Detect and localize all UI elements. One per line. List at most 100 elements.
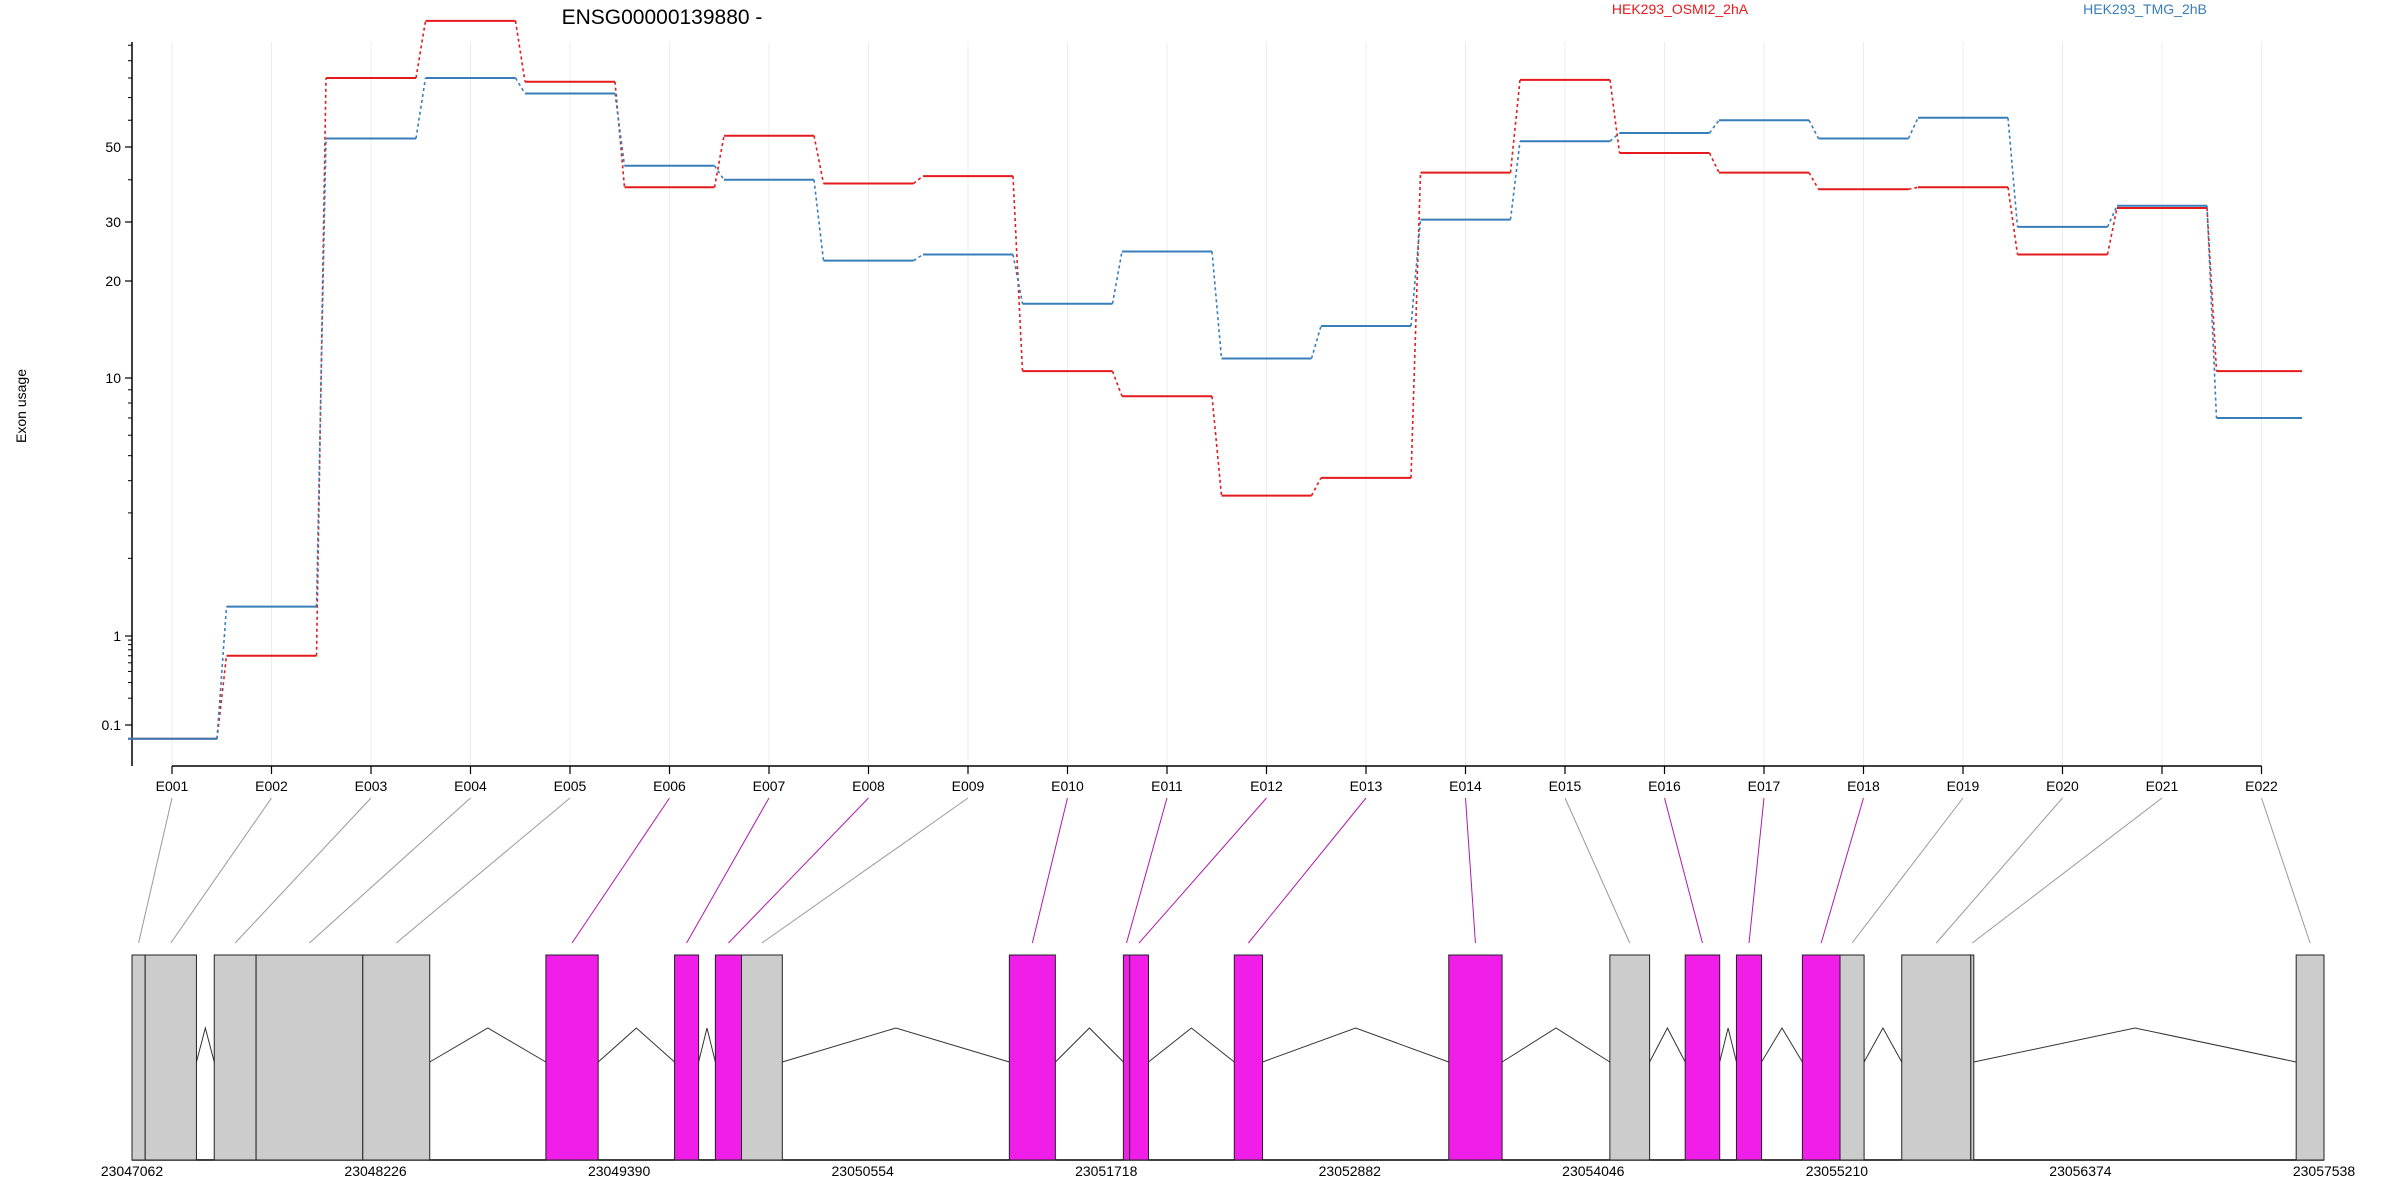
exon-box-E021 xyxy=(1970,954,1975,1161)
exon-box-E010 xyxy=(1008,954,1056,1161)
connector-E015 xyxy=(1609,79,1621,154)
connector-E013 xyxy=(1410,219,1422,327)
y-tick-label: 50 xyxy=(105,139,121,155)
connector-E005 xyxy=(614,93,626,166)
y-tick-label: 1 xyxy=(113,628,121,644)
connector-E002 xyxy=(315,138,327,607)
connector-E017 xyxy=(1808,119,1820,139)
x-tick-label-E016: E016 xyxy=(1648,778,1681,794)
connector-E018 xyxy=(1908,186,1919,191)
connector-E014 xyxy=(1509,141,1521,220)
series-lines xyxy=(128,19,2302,740)
y-tick-label: 0.1 xyxy=(102,717,122,733)
x-tick-label-E012: E012 xyxy=(1250,778,1283,794)
connector-E006 xyxy=(713,165,725,181)
exon-link-E004 xyxy=(309,797,471,944)
exon-box-E012 xyxy=(1129,954,1149,1161)
connector-E003 xyxy=(415,77,427,139)
intron-E002 xyxy=(195,1026,215,1063)
x-tick-label-E001: E001 xyxy=(156,778,189,794)
x-tick-label-E017: E017 xyxy=(1748,778,1781,794)
gridlines xyxy=(171,42,2262,766)
exon-link-E019 xyxy=(1851,797,1964,944)
exon-box-E014 xyxy=(1448,954,1503,1161)
intron-E015 xyxy=(1649,1026,1686,1063)
genomic-tick-label: 23048226 xyxy=(344,1163,407,1179)
intron-E013 xyxy=(1262,1027,1449,1063)
x-tick-label-E008: E008 xyxy=(852,778,885,794)
intron-E005 xyxy=(429,1027,547,1063)
intron-E009 xyxy=(782,1027,1010,1063)
connector-E015 xyxy=(1609,132,1621,142)
x-tick-label-E007: E007 xyxy=(753,778,786,794)
genomic-tick-label: 23050554 xyxy=(832,1163,895,1179)
exon-link-E013 xyxy=(1248,797,1367,944)
connector-E008 xyxy=(913,253,924,262)
exon-link-E012 xyxy=(1138,797,1267,944)
connector-E020 xyxy=(2106,205,2118,228)
x-tick-label-E009: E009 xyxy=(952,778,985,794)
intron-E007 xyxy=(698,1027,716,1063)
exon-link-E005 xyxy=(395,797,571,944)
intron-E012 xyxy=(1148,1027,1235,1063)
series-tmg xyxy=(128,76,2302,740)
intron-E019 xyxy=(1863,1026,1903,1063)
x-tick-label-E014: E014 xyxy=(1449,778,1482,794)
connector-E007 xyxy=(813,179,825,261)
legend-label-osmi2: HEK293_OSMI2_2hA xyxy=(1612,1,1749,17)
exon-link-E021 xyxy=(1971,797,2163,944)
series-osmi2 xyxy=(128,19,2302,740)
x-tick-label-E013: E013 xyxy=(1350,778,1383,794)
connector-E020 xyxy=(2106,207,2118,255)
x-tick-label-E015: E015 xyxy=(1549,778,1582,794)
y-tick-label: 10 xyxy=(105,370,121,386)
exon-box-E005 xyxy=(362,954,431,1161)
exon-link-E007 xyxy=(686,797,770,944)
exon-box-E019 xyxy=(1839,954,1865,1161)
exon-link-E017 xyxy=(1748,797,1765,944)
connector-E017 xyxy=(1808,172,1820,190)
connector-E002 xyxy=(315,77,327,656)
connector-E006 xyxy=(713,135,725,188)
axes: 0.1 1 10 20 30 50 E001 E002 E003 E004 E005 E006 E007… xyxy=(102,42,2278,794)
connector-E011 xyxy=(1211,396,1223,496)
genomic-tick-label: 23051718 xyxy=(1075,1163,1138,1179)
exon-box-E013 xyxy=(1233,954,1264,1161)
genomic-tick-label: 23056374 xyxy=(2049,1163,2112,1179)
exon-box-E016 xyxy=(1684,954,1721,1161)
connector-E011 xyxy=(1211,251,1223,359)
exon-box-E007 xyxy=(674,954,700,1161)
exon-link-E009 xyxy=(761,797,969,944)
exon-box-E011 xyxy=(1122,954,1131,1161)
exon-box-E001 xyxy=(131,954,146,1161)
connector-E019 xyxy=(2007,117,2019,228)
connector-E012 xyxy=(1310,477,1322,497)
x-tick-label-E006: E006 xyxy=(653,778,686,794)
genomic-tick-label: 23052882 xyxy=(1319,1163,1382,1179)
chart-title: ENSG00000139880 - xyxy=(562,6,763,29)
connector-E021 xyxy=(2206,205,2218,419)
exon-connectors xyxy=(138,797,2311,944)
y-tick-label: 30 xyxy=(105,214,121,230)
exon-link-E003 xyxy=(234,797,372,944)
x-tick-label-E005: E005 xyxy=(554,778,587,794)
x-tick-label-E021: E021 xyxy=(2146,778,2179,794)
exon-link-E010 xyxy=(1031,797,1068,944)
connector-E010 xyxy=(1111,251,1123,304)
x-tick-label-E002: E002 xyxy=(255,778,288,794)
exon-link-E006 xyxy=(571,797,670,944)
genomic-tick-label: 23054046 xyxy=(1562,1163,1625,1179)
connector-E008 xyxy=(913,175,924,185)
connector-E005 xyxy=(614,81,626,188)
connector-E009 xyxy=(1012,176,1024,372)
exon-box-E018 xyxy=(1801,954,1841,1161)
gene-model: 23047062 23048226 23049390 23050554 23051718… xyxy=(101,954,2355,1179)
x-tick-label-E020: E020 xyxy=(2046,778,2079,794)
exon-box-E006 xyxy=(545,954,599,1161)
exon-link-E001 xyxy=(138,797,173,944)
exon-link-E020 xyxy=(1935,797,2063,944)
connector-E016 xyxy=(1708,119,1720,134)
exon-box-E017 xyxy=(1735,954,1763,1161)
